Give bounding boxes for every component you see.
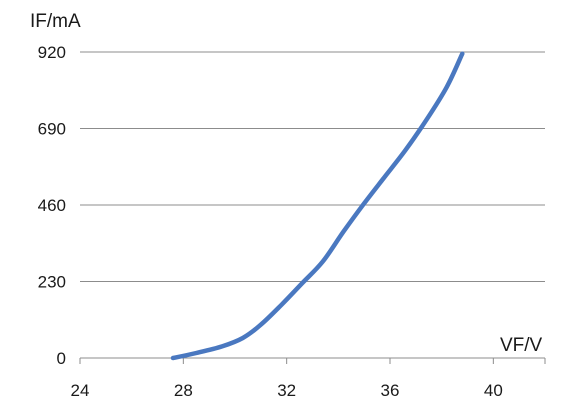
y-tick-label: 690	[38, 120, 66, 139]
y-axis-title: IF/mA	[30, 11, 81, 32]
y-tick-labels: 0 230 460 690 920	[38, 43, 66, 368]
x-tick-labels: 24 28 32 36 40	[71, 381, 503, 400]
y-tick-label: 0	[57, 349, 66, 368]
x-tick-label: 28	[174, 381, 193, 400]
x-tick-label: 32	[277, 381, 296, 400]
x-tick-label: 24	[71, 381, 90, 400]
x-tick-label: 36	[381, 381, 400, 400]
y-tick-label: 460	[38, 196, 66, 215]
y-tick-label: 230	[38, 273, 66, 292]
series-layer	[170, 51, 465, 361]
axes	[79, 357, 546, 364]
gridlines	[80, 51, 545, 282]
x-axis-title: VF/V	[500, 335, 543, 356]
y-tick-label: 920	[38, 43, 66, 62]
x-tick-label: 40	[484, 381, 503, 400]
series-line	[170, 51, 465, 361]
